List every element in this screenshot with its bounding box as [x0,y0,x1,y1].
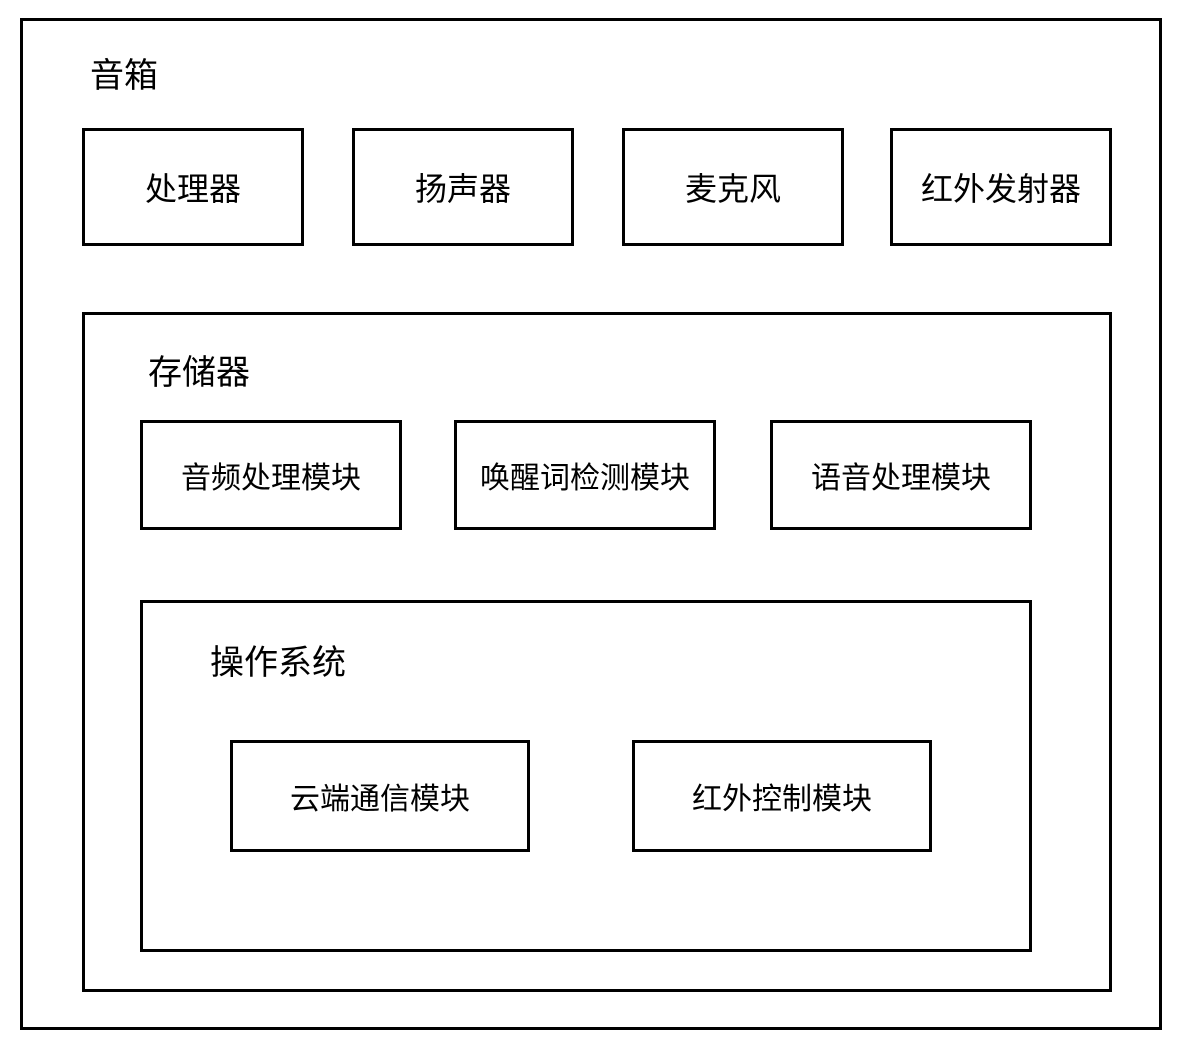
os-module-cloud-comm-label: 云端通信模块 [230,740,530,852]
memory-box-title: 存储器 [148,345,250,394]
memory-module-audio-proc-label: 音频处理模块 [140,420,402,530]
component-box-speaker-label: 扬声器 [352,128,574,246]
outer-box-title: 音箱 [90,48,158,97]
diagram-canvas: 音箱 处理器扬声器麦克风红外发射器 存储器 音频处理模块唤醒词检测模块语音处理模… [0,0,1182,1047]
component-box-processor-label: 处理器 [82,128,304,246]
component-box-microphone-label: 麦克风 [622,128,844,246]
component-box-ir-emitter-label: 红外发射器 [890,128,1112,246]
memory-module-voice-proc-label: 语音处理模块 [770,420,1032,530]
os-box-title: 操作系统 [210,635,346,684]
os-module-ir-control-label: 红外控制模块 [632,740,932,852]
memory-module-wake-detect-label: 唤醒词检测模块 [454,420,716,530]
